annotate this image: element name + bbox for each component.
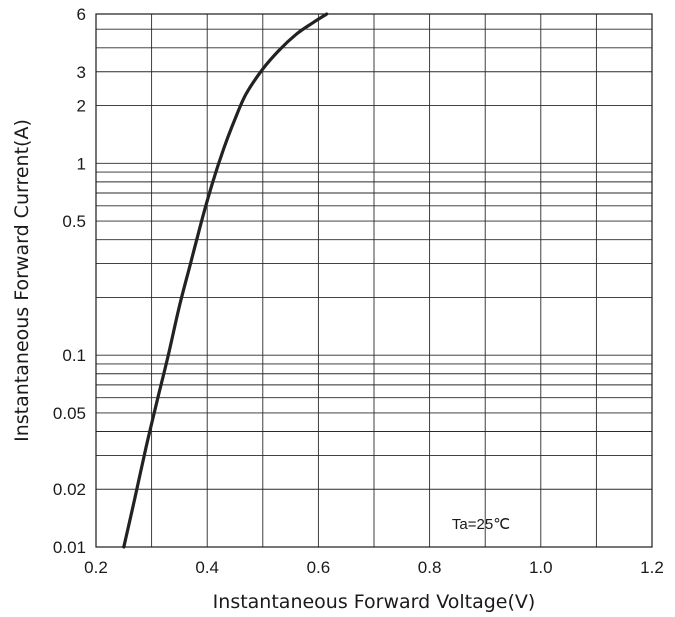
series-layer [122, 12, 329, 549]
y-tick-label: 3 [77, 63, 86, 82]
plot-frame [95, 13, 653, 548]
y-tick-label: 0.1 [62, 346, 86, 365]
y-tick-label: 0.5 [62, 212, 86, 231]
temperature-annotation: Ta=25℃ [452, 516, 510, 533]
x-tick-label: 0.8 [418, 558, 442, 577]
y-tick-label: 6 [77, 5, 86, 24]
y-tick-label: 0.02 [53, 480, 86, 499]
y-tick-label: 1 [77, 154, 86, 173]
x-tick-label: 0.2 [84, 558, 108, 577]
forward-current-curve [122, 12, 329, 549]
y-tick-label: 2 [77, 97, 86, 116]
x-tick-label: 1.0 [529, 558, 553, 577]
y-axis-title: Instantaneous Forward Current(A) [11, 119, 33, 442]
grid [95, 13, 653, 548]
tick-labels: 0.2 0.4 0.6 0.8 1.0 1.2 0.01 0.02 0.05 0.1 0.5 1 2 3 6 [53, 5, 664, 577]
x-tick-label: 1.2 [640, 558, 664, 577]
y-tick-label: 0.05 [53, 404, 86, 423]
y-tick-label: 0.01 [53, 538, 86, 557]
x-tick-label: 0.6 [307, 558, 331, 577]
x-axis-title: Instantaneous Forward Voltage(V) [213, 591, 536, 613]
x-tick-label: 0.4 [195, 558, 219, 577]
